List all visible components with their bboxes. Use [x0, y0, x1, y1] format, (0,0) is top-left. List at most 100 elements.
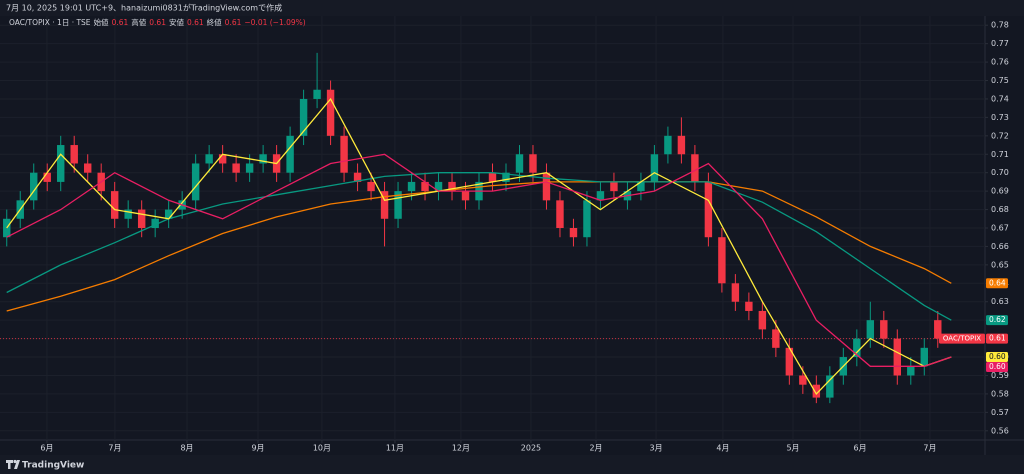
y-tick-label: 0.70 — [991, 168, 1009, 177]
brand-logo: TradingView — [6, 459, 84, 471]
candle-body — [502, 172, 510, 182]
x-tick-label: 10月 — [313, 444, 331, 453]
candle-body — [515, 154, 524, 173]
candle-body — [799, 375, 807, 385]
y-tick-label: 0.66 — [991, 242, 1009, 251]
candle-body — [920, 347, 928, 367]
x-tick-label: 6月 — [40, 444, 53, 453]
price-tag — [986, 278, 1008, 289]
candle-body — [421, 181, 429, 192]
candle-body — [407, 181, 416, 192]
candle-body — [259, 154, 267, 164]
y-tick-label: 0.76 — [991, 58, 1009, 67]
candle-body — [745, 301, 753, 311]
candle-body — [164, 209, 173, 219]
candle-body — [772, 329, 780, 348]
axis: 0.560.570.580.590.600.610.620.630.640.65… — [40, 21, 1008, 453]
legend-symbol: OAC/TOPIX · 1日 · TSE — [9, 18, 91, 27]
candle-body — [718, 237, 726, 284]
candle-body — [326, 89, 335, 136]
legend-ohlc-label: 高値 — [131, 17, 146, 27]
y-tick-label: 0.63 — [991, 297, 1009, 306]
legend-ohlc-value: 0.61 — [187, 18, 204, 27]
y-tick-label: 0.67 — [991, 224, 1009, 233]
candle-body — [353, 172, 362, 182]
candle-body — [434, 181, 443, 192]
y-tick-label: 0.57 — [991, 408, 1009, 417]
candle-body — [556, 200, 564, 228]
legend-ohlc-value: 0.61 — [225, 18, 242, 27]
candle-body — [137, 209, 146, 228]
candle-body — [812, 384, 821, 398]
header-title: 7月 10, 2025 19:01 UTC+9、hanaizumi0831がTr… — [6, 3, 282, 13]
candle-body — [677, 135, 686, 155]
x-tick-label: 11月 — [386, 444, 404, 453]
candle-body — [394, 191, 402, 219]
header-bar — [0, 0, 1024, 16]
x-tick-label: 4月 — [716, 444, 729, 453]
candle-body — [461, 191, 470, 201]
x-tick-label: 8月 — [180, 444, 193, 453]
y-tick-label: 0.65 — [991, 260, 1009, 269]
candle-body — [70, 145, 78, 164]
ma-line — [6, 97, 952, 395]
candle-body — [664, 135, 672, 155]
candle-body — [934, 320, 942, 339]
candle-body — [83, 163, 92, 173]
y-tick-label: 0.77 — [991, 39, 1009, 48]
y-tick-label: 0.73 — [991, 113, 1009, 122]
x-tick-label: 7月 — [923, 444, 936, 453]
logo-dot — [13, 459, 17, 464]
price-tag-name-box — [939, 333, 985, 344]
price-tag-label: 0.62 — [989, 315, 1006, 324]
price-tag — [986, 315, 1008, 326]
candle-body — [488, 172, 497, 182]
plot — [0, 52, 985, 404]
candle-body — [367, 181, 375, 192]
candle-body — [826, 375, 834, 398]
price-tag-label: 0.60 — [989, 362, 1006, 371]
y-tick-label: 0.58 — [991, 389, 1009, 398]
ma-line — [6, 153, 952, 367]
candle-body — [124, 209, 132, 219]
y-tick-label: 0.72 — [991, 131, 1009, 140]
candle-body — [30, 172, 38, 201]
x-tick-label: 2025 — [521, 444, 541, 453]
y-tick-label: 0.75 — [991, 76, 1009, 85]
legend-ohlc-label: 安値 — [169, 17, 184, 27]
legend-ohlc-value: 0.61 — [149, 18, 166, 27]
candle-body — [596, 191, 605, 201]
y-tick-label: 0.78 — [991, 21, 1009, 30]
candle-body — [880, 320, 888, 339]
candle-body — [785, 347, 794, 376]
logo-icon — [6, 460, 20, 469]
x-tick-label: 3月 — [649, 444, 662, 453]
brand-text: TradingView — [22, 461, 84, 471]
y-tick-label: 0.68 — [991, 205, 1009, 214]
candle-body — [313, 89, 321, 99]
candle-body — [866, 320, 875, 339]
candle-body — [907, 366, 915, 376]
candle-body — [191, 163, 200, 201]
candle-body — [650, 154, 659, 182]
x-tick-label: 7月 — [108, 444, 121, 453]
x-tick-label: 5月 — [786, 444, 799, 453]
y-tick-label: 0.59 — [991, 371, 1009, 380]
candle-body — [43, 172, 51, 182]
x-tick-label: 12月 — [452, 444, 470, 453]
footer-bar — [0, 455, 1024, 474]
candle-body — [529, 154, 537, 173]
price-tag-label: 0.60 — [989, 352, 1006, 361]
price-tag — [986, 362, 1008, 373]
candle-body — [691, 154, 699, 182]
candle-body — [542, 172, 551, 201]
candle-body — [758, 310, 767, 330]
candle-body — [110, 191, 119, 219]
y-tick-label: 0.69 — [991, 187, 1009, 196]
candle-body — [245, 163, 254, 173]
price-tag — [986, 333, 1008, 344]
ma-line — [6, 181, 952, 312]
